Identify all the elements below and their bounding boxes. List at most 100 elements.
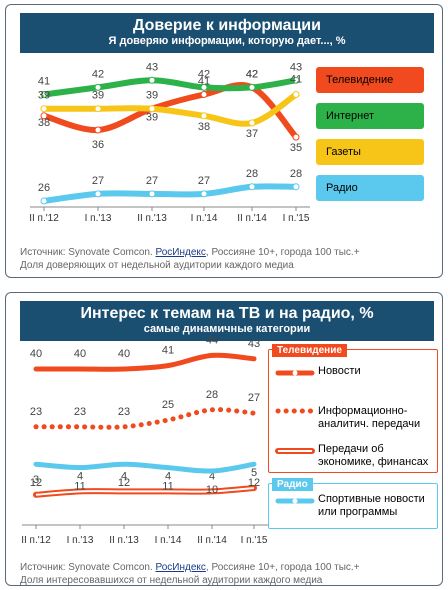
data-label: 11 bbox=[74, 481, 85, 493]
data-label: 38 bbox=[38, 117, 50, 129]
data-label: 28 bbox=[206, 389, 218, 401]
data-label: 27 bbox=[248, 392, 260, 404]
data-label: 26 bbox=[38, 182, 50, 194]
data-label: 12 bbox=[248, 477, 260, 489]
data-point bbox=[200, 83, 208, 91]
interest-title: Интерес к темам на ТВ и на радио, % bbox=[80, 305, 374, 322]
data-point bbox=[40, 197, 48, 205]
data-label: 39 bbox=[92, 90, 104, 102]
legend-news: Новости bbox=[318, 365, 361, 377]
series-line bbox=[33, 352, 257, 372]
data-label: 11 bbox=[162, 481, 173, 493]
legend-analytics: Информационно-аналитич. передачи bbox=[318, 405, 421, 430]
x-tick-label: I п.'15 bbox=[283, 213, 310, 224]
data-label: 42 bbox=[92, 68, 104, 80]
interest-footnote: Источник: Synovate Comcon. РосИндекс, Ро… bbox=[20, 562, 360, 586]
data-label: 41 bbox=[290, 74, 302, 86]
data-label: 35 bbox=[290, 142, 302, 154]
data-label: 43 bbox=[290, 61, 302, 73]
data-label: 42 bbox=[198, 68, 210, 80]
data-point bbox=[94, 105, 102, 113]
interest-chart: II п.'12 I п.'13 II п.'13 I п.'14 II п.'14 I … bbox=[21, 334, 315, 546]
data-point bbox=[148, 105, 156, 113]
legend-tv: Телевидение bbox=[316, 67, 424, 93]
data-label: 28 bbox=[246, 168, 258, 180]
legend-internet: Интернет bbox=[316, 103, 424, 129]
data-label: 43 bbox=[248, 338, 260, 350]
x-tick-label: I п.'14 bbox=[155, 535, 182, 546]
data-point bbox=[200, 91, 208, 98]
legend-radio: Радио bbox=[316, 175, 424, 201]
data-label: 27 bbox=[92, 175, 104, 187]
data-label: 40 bbox=[118, 348, 130, 360]
data-label: 39 bbox=[146, 112, 158, 124]
series-line bbox=[41, 183, 299, 204]
series-line-inner bbox=[35, 487, 255, 496]
x-tick-label: II п.'14 bbox=[237, 213, 267, 224]
series-line bbox=[41, 91, 299, 127]
data-label: 25 bbox=[162, 399, 174, 411]
data-label: 37 bbox=[246, 128, 258, 140]
data-label: 12 bbox=[118, 477, 130, 489]
data-point bbox=[248, 119, 256, 127]
data-label: 36 bbox=[92, 139, 104, 151]
data-point bbox=[40, 112, 48, 120]
trust-chart: II п.'12 I п.'13 II п.'13 I п.'14 II п.'14 I … bbox=[29, 61, 310, 224]
data-point bbox=[94, 126, 102, 134]
rosindex-link[interactable]: РосИндекс bbox=[155, 247, 206, 258]
data-point bbox=[40, 91, 48, 98]
radio-legend-box bbox=[268, 483, 438, 529]
x-tick-label: II п.'13 bbox=[109, 535, 139, 546]
trust-footnote: Источник: Synovate Comcon. РосИндекс, Ро… bbox=[20, 247, 360, 271]
trust-panel: Доверие к информации Я доверяю информаци… bbox=[5, 4, 443, 278]
data-label: 42 bbox=[246, 68, 258, 80]
data-point bbox=[292, 91, 300, 98]
data-label: 27 bbox=[146, 175, 158, 187]
data-point bbox=[148, 190, 156, 198]
data-label: 40 bbox=[74, 348, 86, 360]
trust-title: Доверие к информации bbox=[133, 17, 321, 34]
legend-swatch-dot bbox=[292, 370, 298, 376]
data-point bbox=[292, 133, 300, 141]
data-label: 42 bbox=[246, 68, 258, 80]
data-label: 4 bbox=[121, 470, 127, 482]
series-line bbox=[33, 461, 257, 474]
data-label: 27 bbox=[198, 175, 210, 187]
data-label: 41 bbox=[38, 76, 50, 88]
legend-swatch-dot bbox=[292, 498, 298, 504]
data-label: 40 bbox=[30, 348, 42, 360]
data-label: 23 bbox=[30, 406, 42, 418]
trust-subtitle: Я доверяю информации, которую дает..., % bbox=[108, 35, 346, 47]
x-tick-label: I п.'13 bbox=[85, 213, 112, 224]
data-label: 4 bbox=[77, 470, 83, 482]
data-label: 4 bbox=[165, 470, 171, 482]
data-point bbox=[94, 83, 102, 91]
interest-panel: Интерес к темам на ТВ и на радио, % самы… bbox=[5, 292, 443, 586]
tv-legend-box bbox=[268, 349, 438, 473]
interest-title-bar: Интерес к темам на ТВ и на радио, % самы… bbox=[20, 301, 434, 341]
series-line bbox=[41, 82, 299, 141]
data-label: 44 bbox=[206, 334, 218, 346]
data-label: 5 bbox=[251, 467, 257, 479]
data-point bbox=[292, 183, 300, 191]
data-label: 39 bbox=[146, 90, 158, 102]
legend-economy: Передачи об экономике, финансах bbox=[318, 443, 429, 468]
data-label: 38 bbox=[198, 121, 210, 133]
data-label: 3 bbox=[33, 474, 39, 486]
data-point bbox=[94, 190, 102, 198]
series-line bbox=[33, 407, 257, 430]
data-label: 4 bbox=[209, 470, 215, 482]
data-label: 39 bbox=[38, 90, 50, 102]
data-label: 28 bbox=[290, 168, 302, 180]
x-tick-label: I п.'15 bbox=[241, 535, 268, 546]
x-tick-label: I п.'14 bbox=[191, 213, 218, 224]
data-point bbox=[148, 76, 156, 84]
x-tick-label: II п.'14 bbox=[197, 535, 227, 546]
x-tick-label: I п.'13 bbox=[67, 535, 94, 546]
data-point bbox=[200, 112, 208, 120]
data-point bbox=[200, 190, 208, 198]
x-tick-label: II п.'12 bbox=[21, 535, 51, 546]
data-point bbox=[40, 105, 48, 113]
rosindex-link-2[interactable]: РосИндекс bbox=[155, 562, 206, 573]
data-point bbox=[292, 76, 300, 84]
